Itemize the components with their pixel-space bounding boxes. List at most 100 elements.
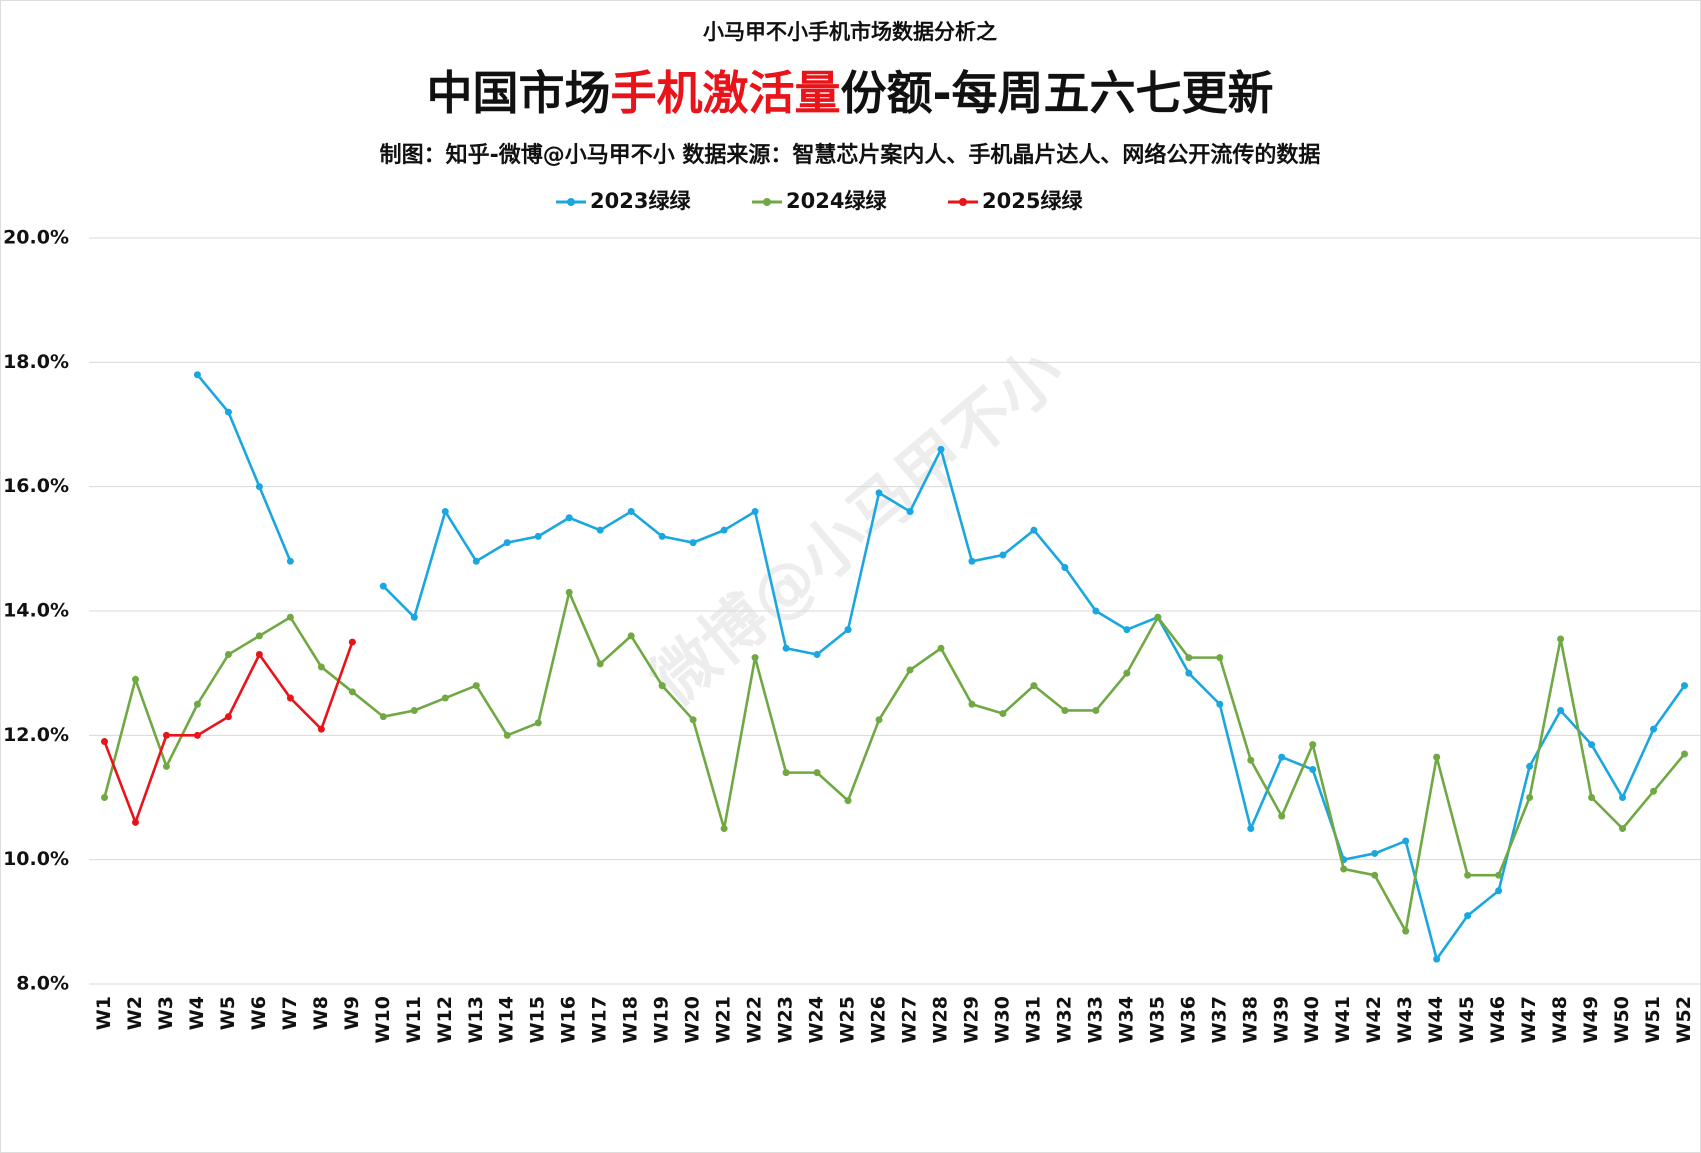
data-point [1371, 849, 1379, 857]
data-point [968, 700, 976, 708]
data-point [503, 539, 511, 547]
data-point [1402, 837, 1410, 845]
x-tick-label: W31 [1022, 996, 1044, 1043]
chart-title: 中国市场手机激活量份额-每周五六七更新 [426, 66, 1273, 120]
y-tick-label: 10.0% [3, 848, 69, 870]
x-tick-label: W15 [527, 996, 549, 1043]
x-tick-label: W39 [1270, 996, 1292, 1043]
legend-label: 2023绿绿 [590, 189, 691, 213]
x-tick-label: W28 [929, 996, 951, 1043]
x-tick-label: W21 [713, 996, 735, 1043]
data-point [844, 797, 852, 805]
data-point [286, 694, 294, 702]
data-point [627, 508, 635, 516]
x-tick-label: W14 [496, 996, 518, 1043]
x-tick-label: W10 [372, 996, 394, 1043]
data-point [751, 654, 759, 662]
data-point [379, 582, 387, 590]
data-point [1371, 871, 1379, 879]
data-point [162, 762, 170, 770]
x-tick-label: W36 [1177, 996, 1199, 1043]
x-tick-label: W50 [1611, 996, 1633, 1043]
data-point [906, 508, 914, 516]
data-point [534, 719, 542, 727]
data-point [720, 825, 728, 833]
title-part: 份额-每周五六七更新 [840, 66, 1273, 120]
data-point [100, 738, 108, 746]
x-tick-label: W1 [93, 996, 115, 1030]
data-point [1650, 725, 1658, 733]
x-tick-label: W41 [1332, 996, 1354, 1043]
data-point [1495, 871, 1503, 879]
data-point [1402, 927, 1410, 935]
y-tick-label: 16.0% [3, 475, 69, 497]
x-tick-label: W9 [341, 996, 363, 1030]
x-tick-label: W32 [1053, 996, 1075, 1043]
x-tick-label: W27 [898, 996, 920, 1043]
x-tick-label: W34 [1115, 996, 1137, 1043]
legend-marker [567, 198, 575, 206]
data-point [1030, 682, 1038, 690]
data-point [1123, 626, 1131, 634]
x-tick-label: W7 [279, 996, 301, 1030]
x-tick-label: W8 [310, 996, 332, 1030]
x-tick-label: W24 [806, 996, 828, 1043]
x-tick-label: W52 [1673, 996, 1695, 1043]
data-point [534, 532, 542, 540]
title-part: 中国市场 [426, 66, 610, 120]
x-tick-label: W51 [1642, 996, 1664, 1043]
data-point [1650, 787, 1658, 795]
data-point [782, 644, 790, 652]
data-point [1216, 700, 1224, 708]
data-point [503, 731, 511, 739]
data-point [255, 632, 263, 640]
data-point [689, 539, 697, 547]
data-point [1154, 613, 1162, 621]
data-point [472, 682, 480, 690]
x-tick-label: W16 [558, 996, 580, 1043]
data-point [1526, 762, 1534, 770]
data-point [1092, 607, 1100, 615]
x-tick-label: W47 [1518, 996, 1540, 1043]
x-tick-label: W43 [1394, 996, 1416, 1043]
data-point [1247, 825, 1255, 833]
data-point [1433, 955, 1441, 963]
x-tick-label: W42 [1363, 996, 1385, 1043]
x-tick-label: W25 [837, 996, 859, 1043]
legend-label: 2025绿绿 [982, 189, 1083, 213]
data-point [968, 557, 976, 565]
y-tick-label: 12.0% [3, 724, 69, 746]
x-tick-label: W3 [155, 996, 177, 1030]
supertitle: 小马甲不小手机市场数据分析之 [703, 20, 997, 44]
data-point [937, 644, 945, 652]
x-tick-label: W2 [124, 996, 146, 1030]
data-point [1588, 794, 1596, 801]
data-point [286, 557, 294, 565]
data-point [720, 526, 728, 534]
y-tick-label: 20.0% [3, 227, 69, 249]
data-point [1092, 706, 1100, 714]
x-tick-label: W13 [465, 996, 487, 1043]
data-point [1464, 912, 1472, 920]
data-point [565, 514, 573, 522]
data-point [1681, 682, 1689, 690]
data-point [751, 508, 759, 516]
title-part: 手机激活量 [610, 66, 840, 120]
data-point [1433, 753, 1441, 761]
data-point [1495, 887, 1503, 895]
data-point [1588, 741, 1596, 749]
y-tick-label: 8.0% [16, 973, 69, 995]
subtitle: 制图：知乎-微博@小马甲不小 数据来源：智慧芯片案内人、手机晶片达人、网络公开流… [380, 142, 1321, 168]
data-point [658, 532, 666, 540]
data-point [689, 716, 697, 724]
data-point [162, 731, 170, 739]
data-point [193, 371, 201, 379]
data-point [1123, 669, 1131, 677]
x-tick-label: W44 [1425, 996, 1447, 1043]
data-point [441, 694, 449, 702]
data-point [1557, 706, 1565, 714]
data-point [844, 626, 852, 634]
x-tick-label: W4 [186, 996, 208, 1030]
data-point [875, 489, 883, 497]
